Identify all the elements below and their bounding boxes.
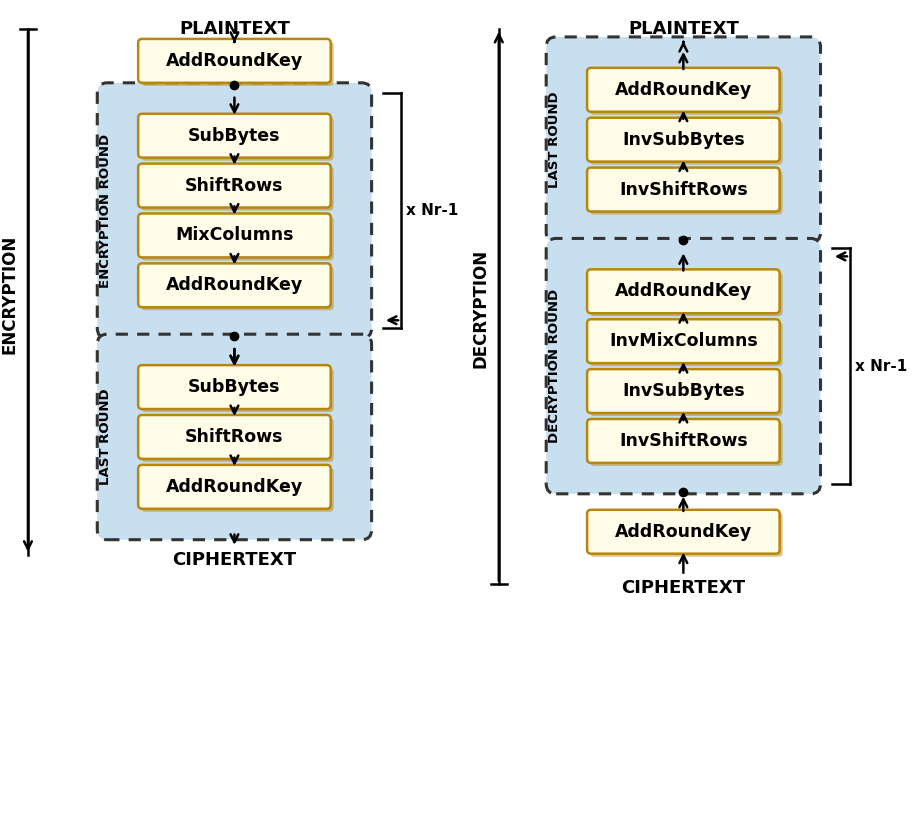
- FancyBboxPatch shape: [97, 83, 371, 339]
- FancyBboxPatch shape: [142, 42, 334, 86]
- Text: InvShiftRows: InvShiftRows: [619, 181, 748, 199]
- Text: InvSubBytes: InvSubBytes: [622, 130, 744, 149]
- FancyBboxPatch shape: [546, 238, 821, 494]
- FancyBboxPatch shape: [138, 465, 331, 509]
- FancyBboxPatch shape: [138, 114, 331, 158]
- Text: LAST ROUND: LAST ROUND: [98, 389, 112, 485]
- FancyBboxPatch shape: [138, 263, 331, 308]
- FancyBboxPatch shape: [142, 217, 334, 260]
- Text: PLAINTEXT: PLAINTEXT: [179, 20, 289, 38]
- Text: MixColumns: MixColumns: [176, 227, 294, 244]
- FancyBboxPatch shape: [587, 319, 779, 363]
- FancyBboxPatch shape: [590, 422, 783, 466]
- Text: SubBytes: SubBytes: [188, 127, 280, 145]
- Text: ENCRYPTION: ENCRYPTION: [1, 235, 19, 354]
- FancyBboxPatch shape: [138, 164, 331, 207]
- Text: PLAINTEXT: PLAINTEXT: [628, 20, 739, 38]
- FancyBboxPatch shape: [138, 39, 331, 83]
- FancyBboxPatch shape: [546, 37, 821, 242]
- Text: SubBytes: SubBytes: [188, 378, 280, 396]
- FancyBboxPatch shape: [138, 213, 331, 257]
- FancyBboxPatch shape: [590, 273, 783, 316]
- Text: AddRoundKey: AddRoundKey: [165, 277, 303, 294]
- FancyBboxPatch shape: [138, 365, 331, 409]
- FancyBboxPatch shape: [142, 166, 334, 211]
- Text: AddRoundKey: AddRoundKey: [615, 522, 752, 541]
- Text: AddRoundKey: AddRoundKey: [165, 52, 303, 70]
- Text: CIPHERTEXT: CIPHERTEXT: [173, 551, 297, 568]
- Text: ShiftRows: ShiftRows: [186, 428, 284, 446]
- Text: x Nr-1: x Nr-1: [406, 203, 459, 218]
- FancyBboxPatch shape: [590, 322, 783, 366]
- FancyBboxPatch shape: [142, 468, 334, 512]
- Text: ENCRYPTION ROUND: ENCRYPTION ROUND: [98, 134, 112, 288]
- FancyBboxPatch shape: [587, 419, 779, 463]
- FancyBboxPatch shape: [138, 415, 331, 459]
- Text: x Nr-1: x Nr-1: [855, 359, 907, 374]
- FancyBboxPatch shape: [587, 370, 779, 413]
- Text: InvShiftRows: InvShiftRows: [619, 432, 748, 450]
- Text: AddRoundKey: AddRoundKey: [165, 478, 303, 496]
- FancyBboxPatch shape: [142, 418, 334, 462]
- Text: AddRoundKey: AddRoundKey: [615, 283, 752, 300]
- Text: LAST ROUND: LAST ROUND: [548, 91, 561, 188]
- FancyBboxPatch shape: [587, 269, 779, 314]
- FancyBboxPatch shape: [142, 117, 334, 161]
- FancyBboxPatch shape: [587, 167, 779, 212]
- Text: DECRYPTION: DECRYPTION: [471, 248, 490, 368]
- Text: InvSubBytes: InvSubBytes: [622, 382, 744, 400]
- FancyBboxPatch shape: [587, 510, 779, 553]
- FancyBboxPatch shape: [587, 118, 779, 161]
- FancyBboxPatch shape: [587, 68, 779, 112]
- FancyBboxPatch shape: [142, 267, 334, 310]
- FancyBboxPatch shape: [590, 120, 783, 165]
- Text: AddRoundKey: AddRoundKey: [615, 81, 752, 99]
- FancyBboxPatch shape: [590, 512, 783, 557]
- FancyBboxPatch shape: [590, 71, 783, 115]
- Text: InvMixColumns: InvMixColumns: [609, 332, 758, 350]
- FancyBboxPatch shape: [97, 334, 371, 540]
- Text: ShiftRows: ShiftRows: [186, 176, 284, 195]
- Text: CIPHERTEXT: CIPHERTEXT: [621, 579, 745, 597]
- FancyBboxPatch shape: [590, 171, 783, 215]
- FancyBboxPatch shape: [590, 372, 783, 416]
- Text: DECRYPTION ROUND: DECRYPTION ROUND: [548, 289, 561, 443]
- FancyBboxPatch shape: [142, 368, 334, 412]
